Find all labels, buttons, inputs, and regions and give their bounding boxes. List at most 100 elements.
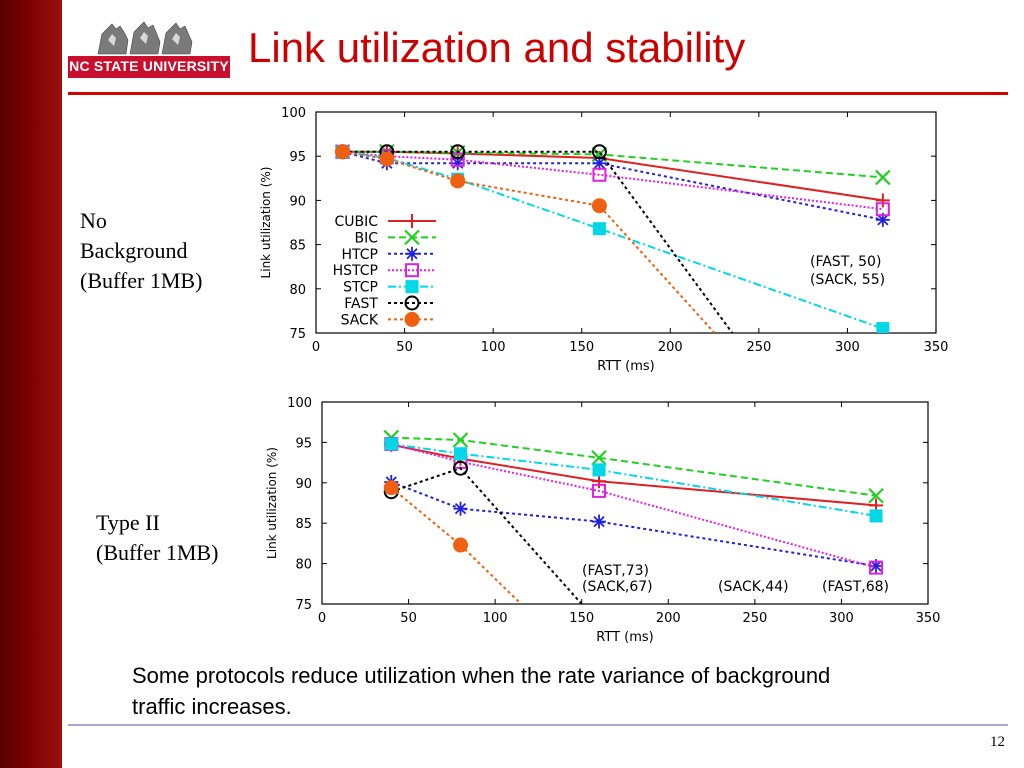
x-tick-label: 50 bbox=[400, 611, 417, 626]
legend-label: FAST bbox=[344, 296, 378, 312]
series-line bbox=[390, 486, 522, 604]
label-line: (Buffer 1MB) bbox=[80, 268, 203, 293]
y-tick-label: 75 bbox=[295, 598, 312, 613]
logo-band bbox=[68, 56, 230, 78]
series-line bbox=[342, 150, 884, 221]
plot-frame bbox=[315, 111, 937, 334]
annotation: (SACK,67) bbox=[582, 579, 653, 595]
data-point bbox=[379, 151, 395, 167]
y-tick-label: 100 bbox=[281, 106, 306, 121]
x-tick-label: 350 bbox=[924, 340, 949, 355]
data-point bbox=[453, 537, 469, 553]
title-divider bbox=[68, 92, 1008, 95]
data-point bbox=[876, 322, 890, 333]
data-point bbox=[591, 144, 607, 160]
label-line: Type II bbox=[96, 510, 160, 535]
series-sack bbox=[383, 480, 522, 604]
y-tick-label: 85 bbox=[289, 239, 306, 254]
y-tick-label: 90 bbox=[289, 194, 306, 209]
series-sack bbox=[335, 144, 716, 333]
x-axis-label: RTT (ms) bbox=[597, 359, 654, 374]
data-point bbox=[869, 509, 883, 523]
logo-text: NC STATE UNIVERSITY bbox=[69, 58, 229, 74]
annotation: (FAST,73) bbox=[582, 563, 649, 579]
label-line: (Buffer 1MB) bbox=[96, 540, 219, 565]
legend-label: BIC bbox=[354, 230, 378, 246]
series-line bbox=[342, 150, 884, 202]
data-point bbox=[335, 144, 351, 160]
annotation: (SACK,44) bbox=[718, 579, 789, 595]
y-tick-label: 80 bbox=[295, 558, 312, 573]
series-line bbox=[342, 150, 883, 179]
wolf-logo-icon bbox=[97, 21, 193, 55]
data-point bbox=[869, 560, 884, 575]
legend-marker bbox=[404, 295, 420, 311]
footer-divider bbox=[68, 724, 1008, 726]
data-point bbox=[452, 432, 469, 448]
x-tick-label: 250 bbox=[746, 340, 771, 355]
y-tick-label: 100 bbox=[287, 396, 312, 411]
annotation: (FAST, 50) bbox=[810, 254, 881, 270]
x-tick-label: 300 bbox=[829, 611, 854, 626]
utilization-chart-type-ii: 0 50 100 150 200 250 300 350 75 80 85 90 95 100 RTT (m… bbox=[265, 396, 941, 645]
data-point bbox=[454, 447, 468, 461]
y-tick-label: 80 bbox=[289, 283, 306, 298]
x-tick-label: 150 bbox=[569, 611, 594, 626]
y-tick-label: 90 bbox=[295, 477, 312, 492]
data-point bbox=[592, 222, 606, 236]
series-htcp bbox=[384, 474, 884, 574]
legend-label: SACK bbox=[341, 312, 379, 328]
x-tick-label: 150 bbox=[569, 340, 594, 355]
x-tick-label: 50 bbox=[396, 340, 413, 355]
data-point bbox=[592, 514, 607, 529]
series-line bbox=[391, 443, 877, 517]
y-tick-label: 95 bbox=[289, 150, 306, 165]
data-point bbox=[592, 483, 607, 498]
y-axis-label: Link utilization (%) bbox=[265, 447, 279, 559]
annotation: (SACK, 55) bbox=[810, 272, 885, 288]
data-point bbox=[875, 193, 890, 208]
x-tick-label: 300 bbox=[835, 340, 860, 355]
data-point bbox=[868, 487, 884, 504]
data-point bbox=[592, 167, 607, 182]
page-number: 12 bbox=[990, 734, 1005, 750]
x-tick-label: 100 bbox=[481, 340, 506, 355]
x-tick-label: 200 bbox=[656, 611, 681, 626]
series-bic bbox=[334, 144, 891, 186]
data-point bbox=[592, 463, 606, 477]
legend-marker bbox=[405, 214, 419, 228]
series-fast bbox=[383, 460, 583, 604]
series-line bbox=[391, 436, 877, 497]
series-bic bbox=[383, 429, 884, 504]
chart1-condition-label: No Background (Buffer 1MB) bbox=[80, 206, 202, 296]
data-point bbox=[591, 449, 607, 466]
series-line bbox=[391, 443, 877, 569]
x-tick-label: 0 bbox=[312, 340, 320, 355]
legend-marker bbox=[404, 229, 420, 246]
series-line bbox=[390, 481, 877, 567]
legend-marker bbox=[405, 280, 419, 294]
legend-label: STCP bbox=[343, 280, 378, 296]
label-line: Background bbox=[80, 238, 188, 263]
x-tick-label: 100 bbox=[483, 611, 508, 626]
x-tick-label: 350 bbox=[916, 611, 941, 626]
series-stcp bbox=[336, 145, 890, 333]
legend-marker bbox=[405, 263, 419, 278]
series-line bbox=[342, 150, 884, 211]
series-line bbox=[390, 467, 583, 604]
data-point bbox=[875, 169, 891, 186]
legend-label: HTCP bbox=[342, 247, 378, 263]
plot-frame bbox=[321, 401, 929, 605]
utilization-chart-no-background: 0 50 100 150 200 250 300 350 75 80 85 90 95 100 RTT (m… bbox=[259, 106, 949, 374]
series-fast bbox=[335, 144, 734, 333]
series-line bbox=[391, 443, 877, 507]
legend-marker bbox=[405, 246, 419, 261]
series-line bbox=[342, 150, 884, 330]
x-tick-label: 250 bbox=[742, 611, 767, 626]
y-axis-label: Link utilization (%) bbox=[259, 167, 273, 279]
data-point bbox=[591, 198, 607, 214]
slide-caption: Some protocols reduce utilization when t… bbox=[132, 663, 831, 719]
data-point bbox=[450, 144, 466, 160]
x-tick-label: 200 bbox=[658, 340, 683, 355]
